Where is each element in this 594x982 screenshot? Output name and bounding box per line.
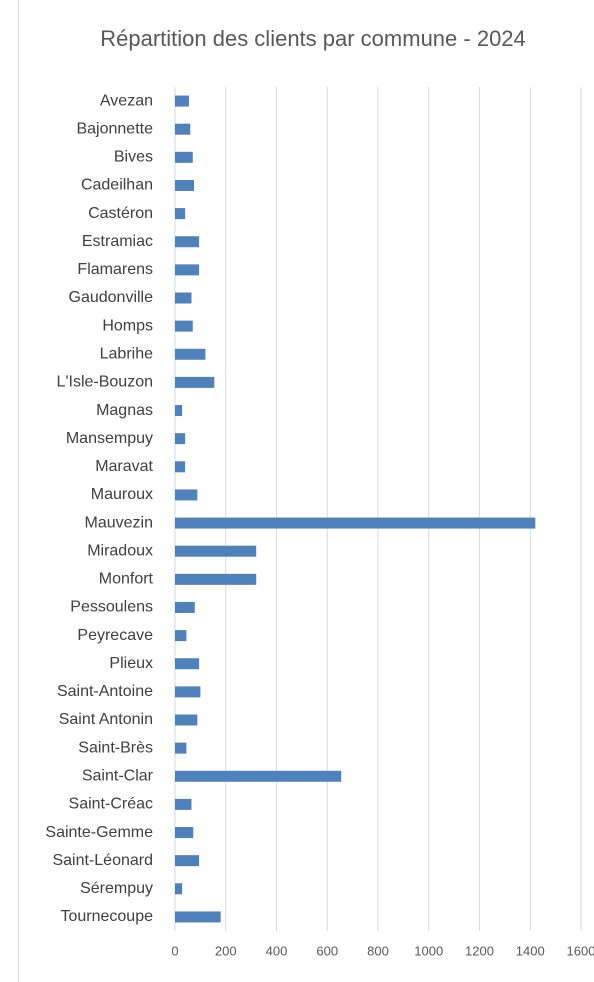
y-tick-label: Mauroux — [91, 486, 153, 503]
bar — [175, 151, 193, 163]
y-tick-label: Mansempuy — [66, 430, 153, 447]
bar — [175, 798, 192, 810]
x-tick-label: 0 — [171, 943, 178, 958]
y-tick-label: Pessoulens — [70, 599, 153, 616]
bar — [175, 348, 206, 360]
bar — [175, 179, 195, 191]
y-tick-label: L'Isle-Bouzon — [57, 374, 153, 391]
x-tick-label: 600 — [316, 943, 338, 958]
bar — [175, 658, 200, 670]
x-tick-label: 1400 — [516, 943, 545, 958]
bar — [175, 630, 187, 642]
y-tick-label: Magnas — [96, 402, 153, 419]
y-tick-label: Plieux — [109, 655, 153, 672]
x-tick-label: 1000 — [414, 943, 443, 958]
bar — [175, 770, 342, 782]
bar — [175, 95, 189, 107]
x-tick-label: 1200 — [465, 943, 494, 958]
bar — [175, 320, 193, 332]
y-tick-label: Labrihe — [100, 345, 153, 362]
y-tick-label: Mauvezin — [85, 514, 153, 531]
bar — [175, 545, 257, 557]
y-tick-label: Miradoux — [87, 542, 153, 559]
y-tick-label: Saint-Brès — [78, 739, 153, 756]
bar — [175, 883, 183, 895]
y-tick-label: Avezan — [100, 92, 153, 109]
bar — [175, 236, 200, 248]
x-tick-label: 1600 — [567, 943, 594, 958]
y-tick-label: Saint-Antoine — [57, 683, 153, 700]
y-tick-label: Peyrecave — [77, 627, 153, 644]
bar — [175, 489, 198, 501]
y-tick-label: Saint-Clar — [82, 767, 154, 784]
y-tick-label: Sainte-Gemme — [45, 824, 153, 841]
x-tick-label: 400 — [266, 943, 288, 958]
y-tick-label: Monfort — [99, 571, 154, 588]
bar — [175, 714, 198, 726]
bar — [175, 517, 536, 529]
chart-title: Répartition des clients par commune - 20… — [100, 26, 526, 51]
y-tick-label: Tournecoupe — [60, 908, 153, 925]
bar — [175, 601, 195, 613]
y-tick-label: Saint Antonin — [59, 711, 153, 728]
bar — [175, 827, 194, 839]
bar — [175, 686, 201, 698]
bar — [175, 208, 186, 220]
y-tick-label: Bajonnette — [76, 120, 153, 137]
x-tick-label: 200 — [215, 943, 237, 958]
y-tick-label: Maravat — [95, 458, 153, 475]
y-tick-label: Cadeilhan — [81, 177, 153, 194]
bar — [175, 405, 183, 417]
y-tick-label: Flamarens — [77, 261, 153, 278]
y-tick-label: Sérempuy — [80, 880, 153, 897]
x-tick-label: 800 — [367, 943, 389, 958]
bar — [175, 433, 186, 445]
bar — [175, 264, 200, 276]
y-tick-label: Saint-Léonard — [52, 852, 153, 869]
bar — [175, 911, 221, 923]
y-tick-label: Castéron — [88, 205, 153, 222]
bar — [175, 376, 215, 388]
y-tick-label: Gaudonville — [69, 289, 154, 306]
y-tick-label: Estramiac — [82, 233, 153, 250]
bar — [175, 292, 192, 304]
y-tick-label: Bives — [114, 149, 153, 166]
bar — [175, 461, 186, 473]
bar — [175, 573, 257, 585]
bar — [175, 855, 200, 867]
y-tick-label: Homps — [102, 317, 153, 334]
bar — [175, 123, 191, 135]
y-tick-label: Saint-Créac — [69, 796, 153, 813]
bar — [175, 742, 187, 754]
